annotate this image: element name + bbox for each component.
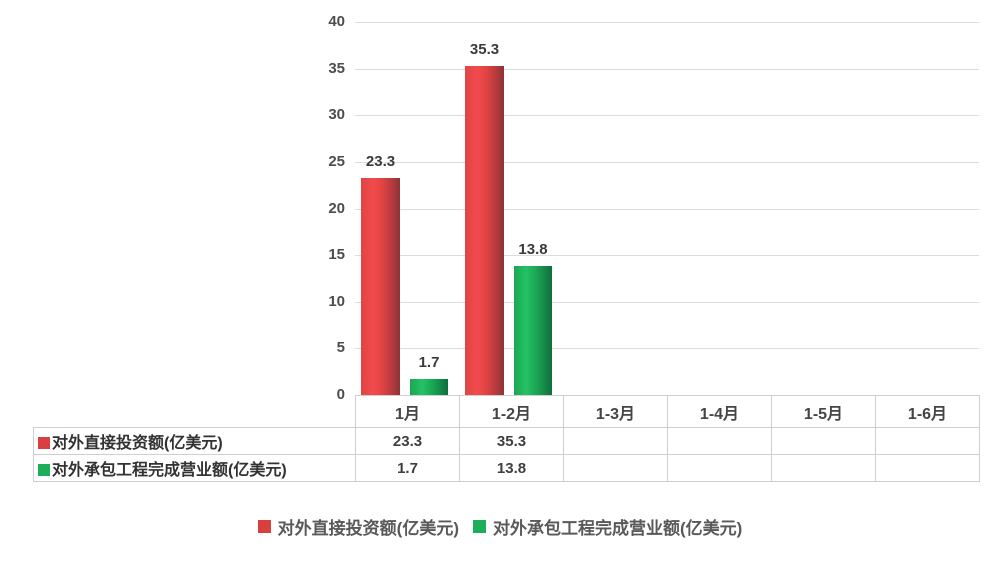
table-column-header: 1-6月 (875, 395, 980, 428)
table-value-cell: 23.3 (355, 427, 460, 455)
legend-key-icon (38, 437, 50, 449)
table-header-row: 1月 1-2月 1-3月 1-4月 1-5月 1-6月 (34, 395, 980, 428)
bar-value-label: 23.3 (365, 153, 396, 170)
gridline (355, 348, 979, 349)
table-row-label: 对外承包工程完成营业额(亿美元) (33, 454, 356, 482)
y-axis-tick-label: 0 (336, 386, 345, 403)
gridline (355, 255, 979, 256)
bar (514, 266, 552, 395)
legend-item: 对外直接投资额(亿美元) (257, 514, 459, 539)
y-axis-tick-label: 40 (328, 13, 345, 30)
gridline (355, 22, 979, 23)
table-value-cell (771, 427, 876, 455)
table-value-cell (563, 427, 668, 455)
gridline (355, 69, 979, 70)
table-row-label-text: 对外直接投资额(亿美元) (52, 435, 223, 452)
bar-value-label: 13.8 (518, 241, 548, 258)
table-column-header: 1-4月 (667, 395, 772, 428)
gridline (355, 209, 979, 210)
table-corner-cell (34, 396, 356, 428)
legend-label: 对外直接投资额(亿美元) (277, 518, 459, 538)
y-axis-tick-label: 30 (328, 106, 345, 123)
legend-swatch-icon (257, 519, 271, 533)
table-row-label-text: 对外承包工程完成营业额(亿美元) (52, 462, 287, 479)
table-value-cell (875, 454, 980, 482)
table-column-header: 1-3月 (563, 395, 668, 428)
y-axis-tick-label: 15 (328, 246, 345, 263)
gridline (355, 115, 979, 116)
table-data-row: 对外承包工程完成营业额(亿美元) 1.7 13.8 (33, 454, 980, 482)
bar-value-label: 1.7 (418, 354, 440, 371)
table-column-header: 1-5月 (771, 395, 876, 428)
y-axis-tick-label: 20 (328, 200, 345, 217)
bar (410, 379, 448, 395)
table-value-cell: 1.7 (355, 454, 460, 482)
table-row-label: 对外直接投资额(亿美元) (33, 427, 356, 455)
y-axis-tick-label: 35 (328, 60, 345, 77)
y-axis-tick-label: 5 (336, 339, 345, 356)
legend-item: 对外承包工程完成营业额(亿美元) (473, 514, 742, 539)
table-column-header: 1月 (355, 395, 460, 428)
bar-value-label: 35.3 (469, 41, 500, 58)
y-axis-tick-label: 25 (328, 153, 345, 170)
table-value-cell (875, 427, 980, 455)
legend-label: 对外承包工程完成营业额(亿美元) (493, 518, 743, 538)
table-value-cell (563, 454, 668, 482)
data-table: 1月 1-2月 1-3月 1-4月 1-5月 1-6月对外直接投资额(亿美元) 23.3 35… (33, 395, 980, 482)
table-value-cell: 35.3 (459, 427, 564, 455)
table-data-row: 对外直接投资额(亿美元) 23.3 35.3 (33, 427, 980, 455)
y-axis-tick-label: 10 (328, 293, 345, 310)
table-value-cell (667, 427, 772, 455)
table-value-cell (771, 454, 876, 482)
bar (361, 178, 400, 395)
gridline (355, 302, 979, 303)
legend-key-icon (38, 464, 50, 476)
plot-area: 23.3 35.3 1.7 13.8 (355, 22, 979, 396)
table-value-cell (667, 454, 772, 482)
bar (465, 66, 504, 395)
gridline (355, 162, 979, 163)
chart-legend: 对外直接投资额(亿美元) 对外承包工程完成营业额(亿美元) (0, 512, 1000, 540)
table-column-header: 1-2月 (459, 395, 564, 428)
legend-swatch-icon (473, 519, 486, 533)
table-value-cell: 13.8 (459, 454, 564, 482)
